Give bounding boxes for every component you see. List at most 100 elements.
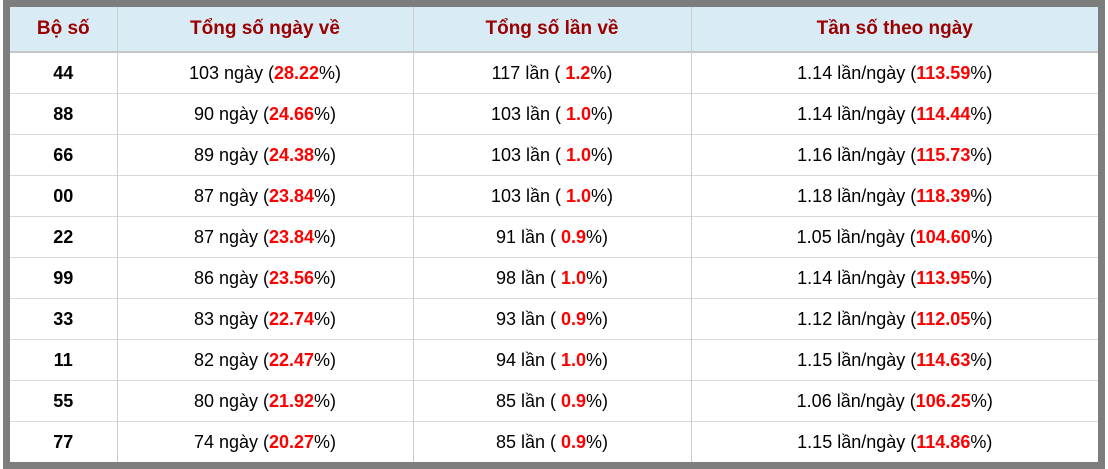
pair-number-cell: 00 [10,175,117,217]
cell-text: %) [319,62,342,83]
frequency-cell: 1.14 lần/ngày (114.44%) [690,93,1098,135]
cell-text: %) [970,62,993,83]
cell-text: 87 ngày ( [193,185,269,206]
frequency-cell: 1.18 lần/ngày (118.39%) [690,175,1098,217]
days-cell: 87 ngày (23.84%) [116,216,413,258]
column-header-days: Tổng số ngày về [116,7,413,53]
cell-text: 1.15 lần/ngày ( [797,349,917,370]
cell-text: 1.14 lần/ngày ( [797,103,917,124]
table-row: 33 83 ngày (22.74%) 93 lần ( 0.9%) 1.12 lần… [10,298,1098,340]
table-row: 55 80 ngày (21.92%) 85 lần ( 0.9%) 1.06 lần… [10,380,1098,422]
cell-text: %) [314,185,337,206]
cell-text: 1.06 lần/ngày ( [796,390,916,411]
table-row: 00 87 ngày (23.84%) 103 lần ( 1.0%) 1.18 lầ… [10,175,1098,217]
pair-number-cell: 77 [10,421,117,462]
cell-text: %) [591,144,614,165]
frequency-cell: 1.05 lần/ngày (104.60%) [690,216,1098,258]
cell-text: %) [970,390,993,411]
highlight-percent: 114.63 [916,349,971,370]
column-header-times: Tổng số lần về [412,7,691,53]
highlight-percent: 23.84 [269,185,315,206]
highlight-percent: 113.95 [916,267,971,288]
frequency-cell: 1.15 lần/ngày (114.63%) [690,339,1098,381]
frequency-cell: 1.14 lần/ngày (113.59%) [690,52,1098,94]
cell-text: %) [314,226,337,247]
highlight-percent: 1.0 [566,103,592,124]
lottery-pair-stats-table: Bộ số Tổng số ngày về Tổng số lần về Tần… [10,7,1098,462]
times-cell: 103 lần ( 1.0%) [412,175,691,217]
table-row: 88 90 ngày (24.66%) 103 lần ( 1.0%) 1.14 lầ… [10,93,1098,135]
cell-text: 85 lần ( [495,431,561,452]
cell-text: 91 lần ( [495,226,561,247]
cell-text: 87 ngày ( [193,226,269,247]
highlight-percent: 114.44 [916,103,971,124]
days-cell: 103 ngày (28.22%) [116,52,413,94]
highlight-percent: 0.9 [561,390,587,411]
highlight-percent: 22.74 [269,308,315,329]
cell-text: 103 lần ( [490,185,567,206]
table-row: 77 74 ngày (20.27%) 85 lần ( 0.9%) 1.15 lần… [10,421,1098,462]
header-row: Bộ số Tổng số ngày về Tổng số lần về Tần… [10,7,1098,53]
table-row: 22 87 ngày (23.84%) 91 lần ( 0.9%) 1.05 lần… [10,216,1098,258]
days-cell: 86 ngày (23.56%) [116,257,413,299]
cell-text: 117 lần ( [491,62,566,83]
table-header: Bộ số Tổng số ngày về Tổng số lần về Tần… [10,7,1098,53]
table-row: 11 82 ngày (22.47%) 94 lần ( 1.0%) 1.15 lần… [10,339,1098,381]
highlight-percent: 113.59 [916,62,971,83]
times-cell: 103 lần ( 1.0%) [412,93,691,135]
cell-text: %) [314,267,337,288]
cell-text: 93 lần ( [495,308,561,329]
cell-text: 85 lần ( [495,390,561,411]
table-body: 44 103 ngày (28.22%) 117 lần ( 1.2%) 1.14 l… [10,52,1098,462]
table-row: 99 86 ngày (23.56%) 98 lần ( 1.0%) 1.14 lần… [10,257,1098,299]
highlight-percent: 118.39 [916,185,971,206]
highlight-percent: 21.92 [269,390,315,411]
highlight-percent: 28.22 [274,62,320,83]
table-row: 44 103 ngày (28.22%) 117 lần ( 1.2%) 1.14 l… [10,52,1098,94]
cell-text: 82 ngày ( [193,349,269,370]
cell-text: %) [314,308,337,329]
highlight-percent: 0.9 [561,431,587,452]
cell-text: %) [970,349,993,370]
days-cell: 83 ngày (22.74%) [116,298,413,340]
frequency-cell: 1.12 lần/ngày (112.05%) [690,298,1098,340]
highlight-percent: 114.86 [916,431,971,452]
pair-number-cell: 55 [10,380,117,422]
highlight-percent: 23.84 [269,226,315,247]
frequency-cell: 1.16 lần/ngày (115.73%) [690,134,1098,176]
highlight-percent: 20.27 [269,431,315,452]
pair-number-cell: 11 [10,339,117,381]
cell-text: %) [314,103,337,124]
pair-number-cell: 33 [10,298,117,340]
cell-text: 103 lần ( [490,144,567,165]
cell-text: %) [970,185,993,206]
cell-text: %) [586,431,609,452]
highlight-percent: 0.9 [561,308,587,329]
highlight-percent: 24.38 [269,144,315,165]
highlight-percent: 1.0 [566,144,592,165]
highlight-percent: 23.56 [269,267,315,288]
cell-text: 1.18 lần/ngày ( [797,185,917,206]
cell-text: 74 ngày ( [193,431,269,452]
cell-text: 90 ngày ( [193,103,269,124]
cell-text: 1.16 lần/ngày ( [797,144,917,165]
highlight-percent: 1.2 [565,62,591,83]
highlight-percent: 24.66 [269,103,315,124]
times-cell: 85 lần ( 0.9%) [412,380,691,422]
cell-text: %) [586,349,609,370]
cell-text: 98 lần ( [495,267,561,288]
cell-text: 1.14 lần/ngày ( [797,62,917,83]
cell-text: %) [591,185,614,206]
cell-text: 80 ngày ( [193,390,269,411]
cell-text: %) [970,308,993,329]
cell-text: %) [970,103,993,124]
highlight-percent: 1.0 [566,185,592,206]
stats-table-frame: Bộ số Tổng số ngày về Tổng số lần về Tần… [3,0,1105,469]
times-cell: 94 lần ( 1.0%) [412,339,691,381]
times-cell: 103 lần ( 1.0%) [412,134,691,176]
cell-text: 94 lần ( [495,349,561,370]
times-cell: 98 lần ( 1.0%) [412,257,691,299]
highlight-percent: 104.60 [915,226,971,247]
times-cell: 85 lần ( 0.9%) [412,421,691,462]
column-header-pair: Bộ số [10,7,117,53]
